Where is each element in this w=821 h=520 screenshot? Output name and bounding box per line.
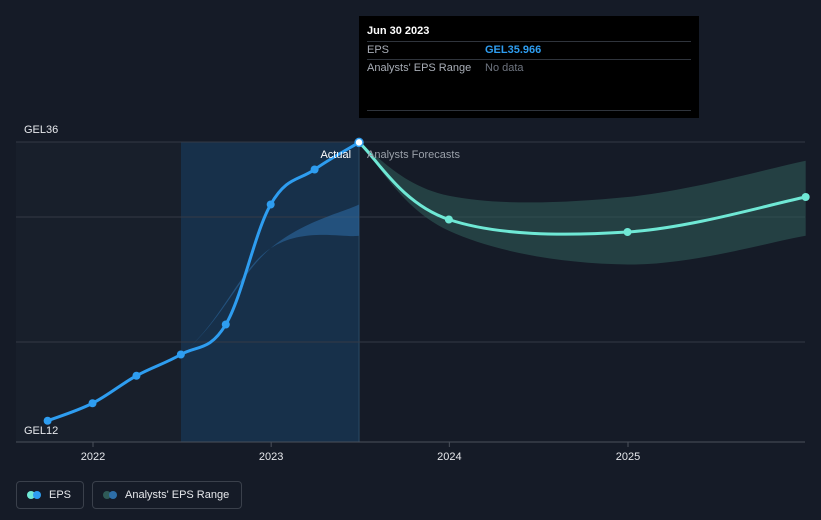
legend-range-label: Analysts' EPS Range bbox=[125, 489, 230, 501]
tooltip-range-row: Analysts' EPS Range No data bbox=[367, 59, 691, 111]
legend-eps-label: EPS bbox=[49, 489, 72, 501]
eps-point bbox=[43, 416, 52, 425]
eps-forecast-line bbox=[357, 140, 808, 236]
y-axis-top-label: GEL36 bbox=[24, 124, 58, 136]
chart-tooltip: Jun 30 2023 EPS GEL35.966 Analysts' EPS … bbox=[359, 16, 699, 118]
x-tick-label: 2022 bbox=[81, 451, 105, 463]
tooltip-range-value: No data bbox=[485, 62, 524, 74]
tooltip-eps-row: EPS GEL35.966 bbox=[367, 41, 691, 59]
x-tick-label: 2024 bbox=[437, 451, 461, 463]
range-legend-icon bbox=[103, 491, 118, 499]
past-region-shade bbox=[16, 142, 181, 442]
actual-region-shade bbox=[181, 142, 360, 442]
eps-point bbox=[176, 350, 185, 359]
eps-range-band-1 bbox=[359, 142, 806, 265]
forecast-point bbox=[801, 193, 810, 201]
forecast-point bbox=[444, 215, 453, 224]
tooltip-eps-label: EPS bbox=[367, 44, 390, 56]
eps-point bbox=[310, 165, 319, 174]
x-tick-label: 2023 bbox=[259, 451, 283, 463]
eps-point bbox=[221, 320, 230, 329]
eps-point bbox=[132, 371, 141, 380]
eps-point-highlighted bbox=[354, 137, 364, 148]
forecast-region-label: Analysts Forecasts bbox=[367, 149, 460, 161]
eps-point bbox=[88, 399, 97, 408]
eps-actual-line bbox=[46, 140, 361, 423]
x-tick-label: 2025 bbox=[616, 451, 640, 463]
eps-range-band-0 bbox=[47, 204, 360, 421]
y-axis-bottom-label: GEL12 bbox=[24, 425, 58, 437]
tooltip-date: Jun 30 2023 bbox=[367, 25, 430, 37]
legend-range-toggle[interactable]: Analysts' EPS Range bbox=[92, 481, 243, 509]
eps-point bbox=[266, 200, 275, 209]
actual-region-label: Actual bbox=[320, 149, 351, 161]
eps-legend-icon bbox=[27, 491, 41, 499]
forecast-point bbox=[623, 228, 632, 236]
chart-legend: EPS Analysts' EPS Range bbox=[16, 481, 243, 509]
tooltip-eps-value: GEL35.966 bbox=[485, 44, 542, 56]
tooltip-range-label: Analysts' EPS Range bbox=[367, 62, 472, 74]
legend-eps-toggle[interactable]: EPS bbox=[16, 481, 85, 509]
